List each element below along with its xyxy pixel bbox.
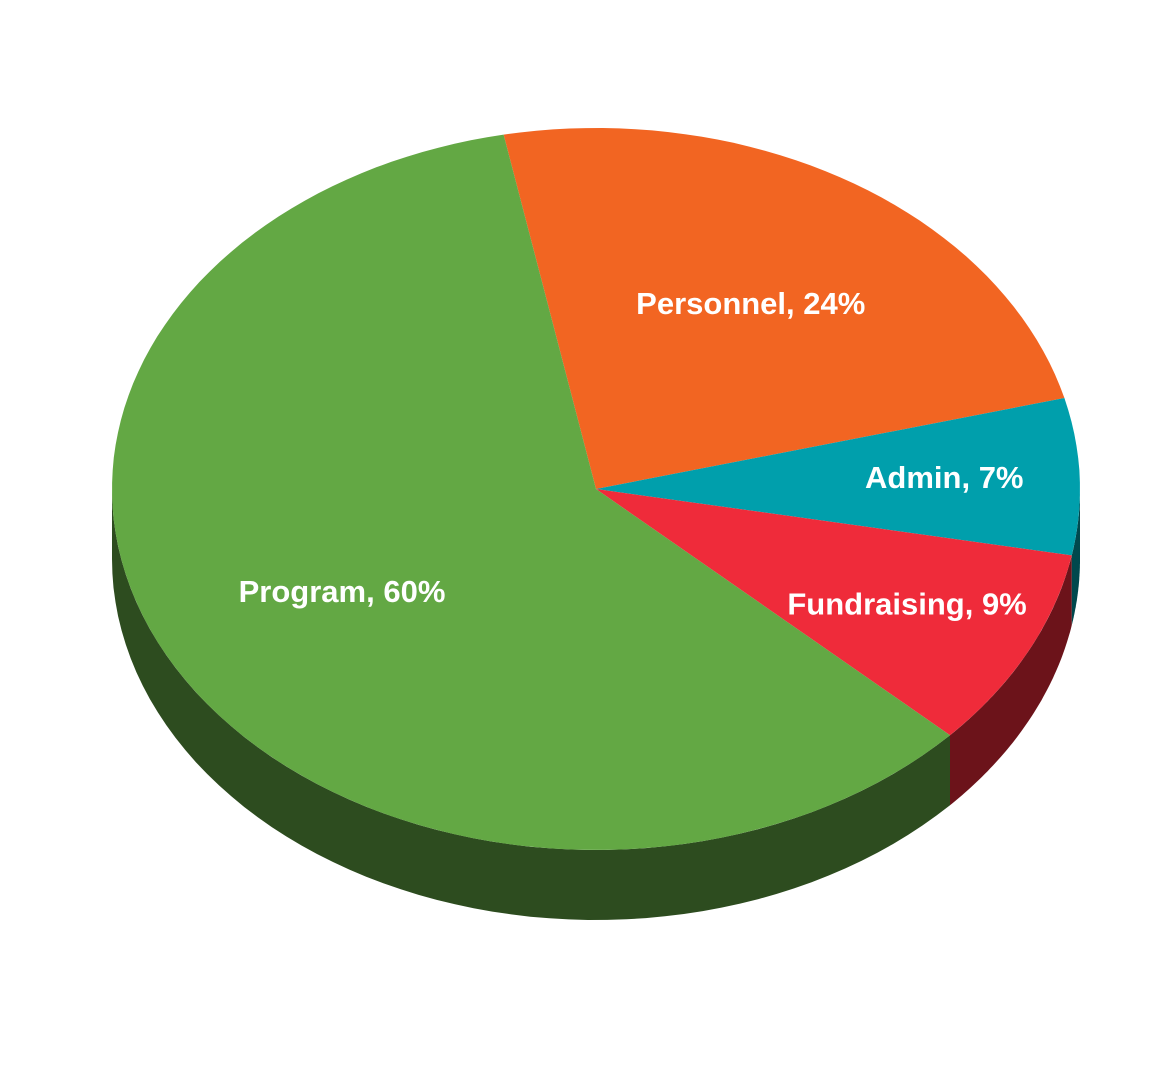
data-label: Personnel, 24%	[636, 286, 865, 321]
slice-side	[1071, 489, 1080, 626]
slice	[596, 398, 1080, 556]
slice	[503, 128, 1065, 489]
slice-side	[112, 489, 950, 920]
slice	[596, 489, 1072, 736]
data-label: Program, 60%	[239, 574, 446, 609]
slice	[112, 134, 951, 850]
data-label: Fundraising, 9%	[787, 586, 1026, 621]
data-label: Admin, 7%	[865, 460, 1023, 495]
slice-side	[950, 555, 1072, 806]
